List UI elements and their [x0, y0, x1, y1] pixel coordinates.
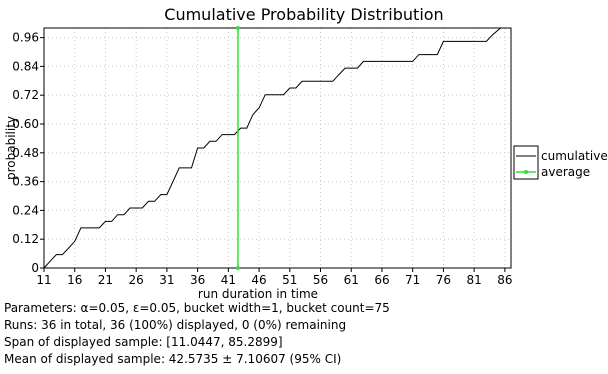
x-tick-label: 76 — [436, 273, 451, 287]
span-text: Span of displayed sample: [11.0447, 85.2… — [4, 335, 283, 349]
x-tick-label: 61 — [344, 273, 359, 287]
y-axis-label: probability — [4, 116, 18, 180]
y-tick-label: 0.96 — [12, 31, 39, 45]
mean-text: Mean of displayed sample: 42.5735 ± 7.10… — [4, 352, 342, 366]
average-point — [235, 266, 240, 270]
x-tick-label: 31 — [159, 273, 174, 287]
x-axis-ticks: 11 16 21 26 31 36 41 46 51 56 61 66 71 76 81 86 — [36, 268, 512, 287]
x-tick-label: 36 — [190, 273, 205, 287]
y-tick-label: 0 — [31, 261, 39, 275]
x-tick-label: 86 — [497, 273, 512, 287]
y-tick-label: 0.84 — [12, 59, 39, 73]
average-point — [235, 26, 240, 30]
x-tick-label: 26 — [129, 273, 144, 287]
series-line-cumulative — [43, 27, 501, 269]
x-tick-label: 81 — [466, 273, 481, 287]
cumulative-probability-chart: Cumulative Probability Distribution 0 0.1… — [4, 5, 608, 300]
parameters-text: Parameters: α=0.05, ε=0.05, bucket width… — [4, 301, 390, 315]
x-tick-label: 46 — [251, 273, 266, 287]
x-tick-label: 71 — [405, 273, 420, 287]
x-tick-label: 41 — [221, 273, 236, 287]
y-tick-label: 0.24 — [12, 203, 39, 217]
y-tick-label: 0.12 — [12, 232, 39, 246]
x-axis-label: run duration in time — [198, 287, 318, 300]
legend-label-cumulative: cumulative — [541, 149, 608, 163]
x-tick-label: 56 — [313, 273, 328, 287]
y-axis-ticks: 0 0.12 0.24 0.36 0.48 0.60 0.72 0.84 0.96 — [12, 31, 44, 275]
x-tick-label: 66 — [374, 273, 389, 287]
legend-box — [513, 145, 539, 180]
x-tick-label: 11 — [36, 273, 51, 287]
y-tick-label: 0.48 — [12, 146, 39, 160]
plot-area — [43, 27, 512, 269]
x-tick-label: 21 — [98, 273, 113, 287]
series — [43, 26, 501, 270]
y-tick-label: 0.36 — [12, 175, 39, 189]
grid — [43, 28, 511, 269]
legend: cumulative average — [513, 145, 608, 180]
runs-text: Runs: 36 in total, 36 (100%) displayed, … — [4, 318, 347, 332]
y-tick-label: 0.60 — [12, 117, 39, 131]
legend-label-average: average — [541, 165, 590, 179]
y-tick-label: 0.72 — [12, 88, 39, 102]
x-tick-label: 16 — [67, 273, 82, 287]
chart-title: Cumulative Probability Distribution — [164, 5, 443, 24]
legend-marker-average — [524, 170, 528, 174]
x-tick-label: 51 — [282, 273, 297, 287]
